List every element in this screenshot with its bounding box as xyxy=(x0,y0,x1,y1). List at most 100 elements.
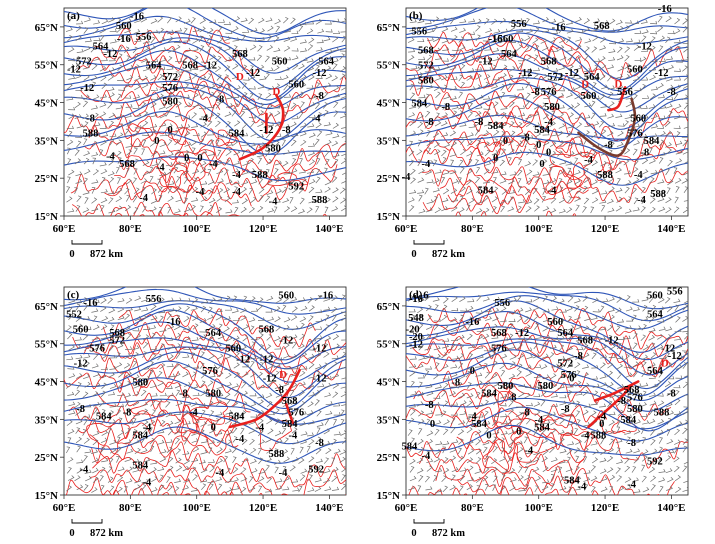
wind-barb xyxy=(107,297,114,304)
wind-barb xyxy=(242,77,250,81)
wind-barb xyxy=(308,374,316,379)
wind-barb xyxy=(291,408,298,415)
wind-barb xyxy=(441,363,449,370)
wind-barb xyxy=(167,29,175,35)
wind-barb xyxy=(250,308,258,312)
wind-barb xyxy=(291,158,297,165)
wind-barb xyxy=(250,360,255,368)
wind-barb xyxy=(673,384,681,389)
wind-barb xyxy=(459,195,464,203)
wind-barb xyxy=(640,105,648,110)
wind-barb xyxy=(341,314,346,321)
temperature-label: -4 xyxy=(232,187,241,198)
wind-barb xyxy=(534,44,540,52)
wind-barb xyxy=(549,186,555,193)
wind-barb xyxy=(217,26,223,33)
wind-barb xyxy=(600,354,608,359)
wind-barb xyxy=(509,114,517,120)
wind-barb xyxy=(308,315,314,322)
temperature-label: -4 xyxy=(422,451,431,462)
wind-barb xyxy=(418,427,423,435)
geopotential-contour xyxy=(406,341,688,397)
wind-barb xyxy=(576,346,584,351)
wind-barb xyxy=(115,351,121,359)
wind-barb xyxy=(283,83,289,91)
wind-barb xyxy=(200,305,207,313)
wind-barb xyxy=(558,123,566,129)
wind-barb xyxy=(634,64,642,71)
wind-barb xyxy=(233,160,240,166)
wind-barb xyxy=(475,457,482,464)
wind-barb xyxy=(217,483,223,491)
wind-barb xyxy=(84,449,92,454)
wind-barb xyxy=(257,64,265,71)
wind-barb xyxy=(109,383,117,389)
wind-barb xyxy=(290,121,297,128)
wind-barb xyxy=(174,478,182,483)
y-tick-label: 55°N xyxy=(35,339,58,351)
wind-barb xyxy=(426,130,431,137)
wind-barb xyxy=(74,149,80,156)
wind-barb xyxy=(75,436,83,444)
wind-barb xyxy=(550,393,558,398)
wind-barb xyxy=(93,382,101,388)
wind-barb xyxy=(427,400,434,407)
wind-barb xyxy=(418,208,426,214)
wind-barb xyxy=(673,411,682,415)
wind-barb xyxy=(607,85,615,90)
temperature-label: -12 xyxy=(103,49,117,60)
wind-barb xyxy=(409,370,416,377)
wind-barb xyxy=(341,311,346,313)
wind-barb xyxy=(451,178,459,185)
wind-barb xyxy=(267,363,274,370)
wind-barb xyxy=(657,319,665,323)
wind-barb xyxy=(142,29,150,35)
wind-barb xyxy=(435,55,443,60)
wind-barb xyxy=(93,20,101,25)
wind-barb xyxy=(540,38,548,44)
wind-barb xyxy=(417,49,425,53)
wind-barb xyxy=(418,323,424,330)
wind-barb xyxy=(650,475,657,482)
wind-barb xyxy=(101,177,106,184)
wind-barb xyxy=(509,94,517,99)
wind-barb xyxy=(525,67,533,72)
wind-barb xyxy=(590,475,598,482)
wind-barb xyxy=(449,447,457,453)
wind-barb xyxy=(101,457,109,463)
temperature-contour xyxy=(429,320,688,360)
wind-barb xyxy=(609,18,616,25)
wind-barb xyxy=(99,400,105,407)
wind-barb xyxy=(323,440,331,446)
wind-barb xyxy=(466,439,474,445)
wind-barb xyxy=(83,354,91,359)
wind-barb xyxy=(650,187,657,194)
wind-barb xyxy=(233,149,241,156)
wind-barb xyxy=(443,142,451,148)
temperature-label: 0 xyxy=(154,136,159,147)
wind-barb xyxy=(534,176,540,184)
wind-barb xyxy=(142,408,148,415)
wind-barb xyxy=(482,130,490,137)
wind-barb xyxy=(317,130,323,137)
trough-line xyxy=(607,86,627,112)
temperature-label: -8 xyxy=(179,389,188,400)
wind-barb xyxy=(248,92,254,100)
wind-barb xyxy=(551,315,556,323)
wind-barb xyxy=(84,403,92,408)
wind-barb xyxy=(500,393,508,399)
wind-barb xyxy=(224,354,232,360)
wind-barb xyxy=(126,74,133,81)
wind-barb xyxy=(631,314,637,322)
wind-barb xyxy=(659,408,665,416)
wind-barb xyxy=(200,409,206,417)
wind-barb xyxy=(432,401,440,406)
wind-barb xyxy=(258,194,264,202)
wind-barb xyxy=(601,19,609,24)
wind-barb xyxy=(541,125,549,129)
wind-barb xyxy=(492,307,500,314)
wind-barb xyxy=(66,96,74,101)
wind-barb xyxy=(91,308,99,313)
x-tick-label: 100°E xyxy=(183,502,211,514)
geopotential-label: 588 xyxy=(597,170,613,181)
